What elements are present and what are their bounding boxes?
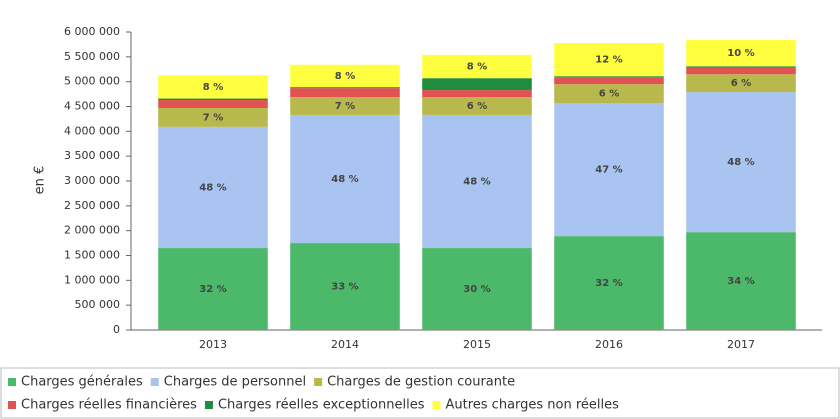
bar-segment bbox=[554, 77, 664, 85]
bar-segment bbox=[554, 236, 664, 330]
x-tick-label: 2017 bbox=[727, 338, 755, 351]
x-tick-label: 2015 bbox=[463, 338, 491, 351]
y-tick-label: 6 000 000 bbox=[64, 25, 120, 38]
legend-label: Charges réelles exceptionnelles bbox=[218, 398, 425, 413]
y-tick-label: 2 500 000 bbox=[64, 199, 120, 212]
y-tick-label: 5 500 000 bbox=[64, 50, 120, 63]
bar-segment bbox=[290, 97, 400, 115]
bar-segment bbox=[422, 114, 532, 249]
segment-label: 33 % bbox=[331, 282, 358, 293]
y-tick-label: 3 000 000 bbox=[64, 174, 120, 187]
legend-label: Charges de personnel bbox=[164, 375, 306, 390]
segment-label: 8 % bbox=[467, 62, 487, 73]
bar-segment bbox=[686, 74, 796, 93]
bar-segment bbox=[290, 88, 400, 98]
segment-label: 7 % bbox=[203, 112, 223, 123]
legend-label: Charges de gestion courante bbox=[327, 375, 515, 390]
bar-segment bbox=[554, 76, 664, 78]
bar-segment bbox=[158, 248, 268, 330]
y-tick-label: 1 500 000 bbox=[64, 249, 120, 262]
segment-label: 48 % bbox=[199, 182, 226, 193]
legend-swatch bbox=[314, 378, 323, 386]
segment-label: 8 % bbox=[203, 82, 223, 93]
bar-segment bbox=[422, 78, 532, 91]
bar-segment bbox=[290, 114, 400, 244]
bar-segment bbox=[158, 107, 268, 127]
bar-segment bbox=[158, 100, 268, 108]
bar-segment bbox=[554, 103, 664, 237]
bar-segment bbox=[158, 98, 268, 101]
legend-swatch bbox=[204, 401, 213, 409]
bar-segment bbox=[686, 92, 796, 233]
x-tick-label: 2014 bbox=[331, 338, 359, 351]
segment-label: 6 % bbox=[599, 89, 619, 100]
bar-segment bbox=[290, 87, 400, 89]
bar-segment bbox=[554, 42, 664, 77]
segment-label: 8 % bbox=[335, 71, 355, 82]
bar-segment bbox=[422, 248, 532, 330]
bar-segment bbox=[158, 75, 268, 99]
segment-label: 12 % bbox=[595, 55, 622, 66]
legend-label: Charges réelles financières bbox=[21, 398, 197, 413]
bar-segment bbox=[422, 90, 532, 98]
y-tick-label: 4 000 000 bbox=[64, 124, 120, 137]
bar-segment bbox=[422, 54, 532, 79]
bar-segment bbox=[554, 84, 664, 104]
y-tick-label: 500 000 bbox=[75, 298, 121, 311]
segment-label: 48 % bbox=[727, 157, 754, 168]
segment-label: 34 % bbox=[727, 276, 754, 287]
segment-label: 48 % bbox=[331, 174, 358, 185]
bar-segment bbox=[686, 232, 796, 330]
y-tick-label: 0 bbox=[113, 323, 120, 336]
bar-segment bbox=[686, 67, 796, 75]
legend-swatch bbox=[8, 378, 16, 386]
legend: Charges générales Charges de personnel Cha… bbox=[8, 375, 619, 413]
segment-label: 7 % bbox=[335, 101, 355, 112]
y-tick-label: 1 000 000 bbox=[64, 273, 120, 286]
bar-segment bbox=[686, 39, 796, 67]
segment-label: 6 % bbox=[467, 101, 487, 112]
segment-label: 6 % bbox=[731, 78, 751, 89]
segment-label: 32 % bbox=[199, 284, 226, 295]
y-tick-label: 3 500 000 bbox=[64, 149, 120, 162]
segment-label: 47 % bbox=[595, 165, 622, 176]
y-axis-title: en € bbox=[33, 166, 48, 195]
y-tick-label: 4 500 000 bbox=[64, 100, 120, 113]
y-tick-label: 2 000 000 bbox=[64, 224, 120, 237]
segment-label: 10 % bbox=[727, 48, 754, 59]
bar-segment bbox=[290, 64, 400, 88]
legend-label: Charges générales bbox=[21, 375, 143, 390]
bar-segment bbox=[158, 126, 268, 249]
segment-label: 30 % bbox=[463, 284, 490, 295]
y-tick-label: 5 000 000 bbox=[64, 75, 120, 88]
legend-swatch bbox=[8, 401, 16, 409]
legend-swatch bbox=[150, 378, 159, 386]
bar-segment bbox=[290, 243, 400, 330]
segment-label: 48 % bbox=[463, 176, 490, 187]
x-tick-label: 2013 bbox=[199, 338, 227, 351]
legend-label: Autres charges non réelles bbox=[445, 398, 619, 413]
bar-segment bbox=[422, 97, 532, 115]
bar-segment bbox=[686, 66, 796, 68]
legend-swatch bbox=[432, 401, 441, 409]
x-tick-label: 2016 bbox=[595, 338, 623, 351]
legend-box bbox=[0, 367, 840, 419]
segment-label: 32 % bbox=[595, 278, 622, 289]
